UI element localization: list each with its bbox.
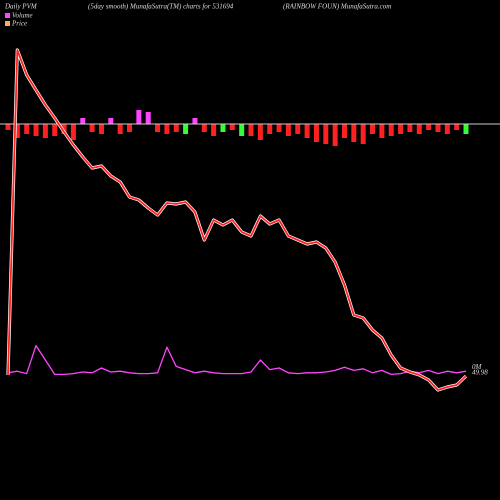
legend-label: Price: [11, 20, 27, 28]
end-label: 0M: [472, 363, 483, 371]
pvm-bar: [267, 124, 273, 134]
chart-title: Daily PVM: [4, 3, 38, 11]
pvm-bar: [341, 124, 347, 138]
pvm-bar: [229, 124, 235, 130]
pvm-bar: [89, 124, 95, 132]
pvm-bar: [370, 124, 376, 134]
pvm-bar: [332, 124, 338, 146]
pvm-bar: [61, 124, 67, 134]
pvm-bar: [211, 124, 217, 136]
pvm-bar: [183, 124, 189, 134]
pvm-bar: [136, 110, 142, 124]
pvm-bar: [127, 124, 133, 132]
legend-swatch: [5, 21, 10, 26]
line-volume: [7, 344, 467, 376]
pvm-bar: [192, 118, 198, 124]
pvm-bar: [24, 124, 30, 134]
legend-label: Volume: [12, 12, 33, 20]
pvm-bar: [33, 124, 39, 136]
legend-swatch: [5, 13, 10, 18]
pvm-bar: [463, 124, 469, 134]
pvm-bar: [70, 124, 76, 140]
pvm-bar: [285, 124, 291, 136]
pvm-bar: [444, 124, 450, 134]
end-label: 49.98: [472, 369, 488, 377]
pvm-bar: [117, 124, 123, 134]
pvm-bar: [416, 124, 422, 134]
pvm-bar: [5, 124, 11, 130]
pvm-bar: [407, 124, 413, 132]
pvm-bar: [14, 124, 20, 138]
pvm-bar: [313, 124, 319, 142]
pvm-bar: [435, 124, 441, 132]
pvm-bar: [201, 124, 207, 132]
pvm-bar: [295, 124, 301, 134]
pvm-bar: [257, 124, 263, 140]
pvm-bar: [42, 124, 48, 138]
pvm-bar: [398, 124, 404, 134]
pvm-bar: [248, 124, 254, 136]
pvm-bar: [108, 118, 114, 124]
line-price: [7, 49, 467, 391]
pvm-bar: [239, 124, 245, 136]
pvm-bar: [145, 112, 151, 124]
chart-subtitle: (5day smooth) MunafaSutra(TM) charts for…: [88, 3, 234, 11]
pvm-bar: [80, 118, 86, 124]
pvm-bar: [323, 124, 329, 144]
pvm-bar: [379, 124, 385, 138]
pvm-bar: [351, 124, 357, 142]
chart-source: (RAINBOW FOUN) MunafaSutra.com: [283, 3, 391, 11]
pvm-bar: [304, 124, 310, 138]
pvm-bar: [52, 124, 58, 136]
pvm-bar: [164, 124, 170, 134]
pvm-bar: [454, 124, 460, 130]
pvm-bar: [426, 124, 432, 130]
pvm-bar: [388, 124, 394, 136]
pvm-bar: [360, 124, 366, 144]
pvm-bar: [173, 124, 179, 132]
pvm-bar: [276, 124, 282, 132]
pvm-bar: [220, 124, 226, 132]
pvm-bar: [155, 124, 161, 132]
pvm-bar: [98, 124, 104, 134]
